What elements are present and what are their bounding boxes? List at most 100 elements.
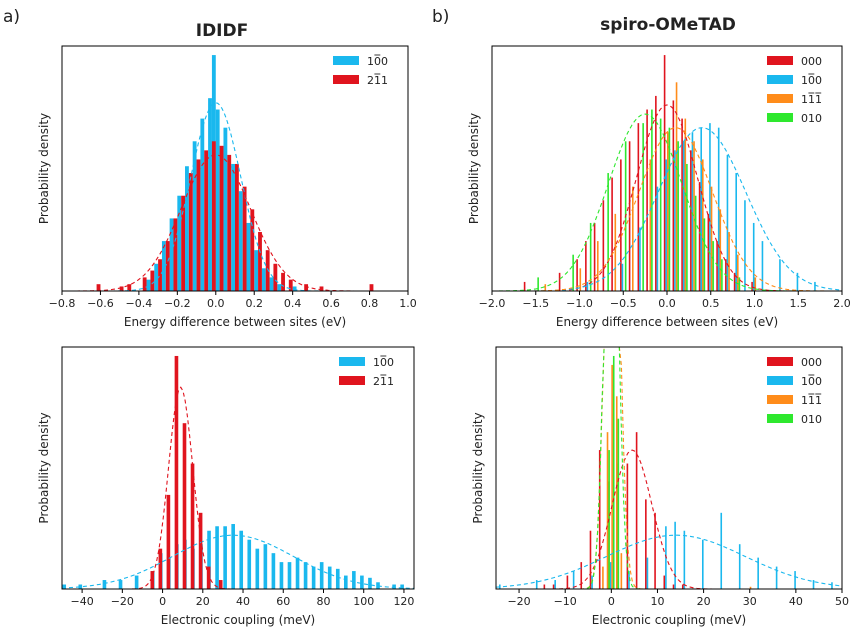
bar-tr-111-8 (684, 118, 687, 291)
x-tick-label-tr-6: 1.0 (746, 297, 764, 310)
bar-tr-010-11 (694, 195, 697, 291)
bar-bl-100-28 (335, 568, 340, 589)
bar-bl-100-2 (102, 580, 107, 589)
bar-bl-100-15 (231, 524, 235, 589)
bar-bl-100-20 (271, 553, 276, 589)
bar-tr-000-5 (602, 200, 605, 291)
x-tick-label-tl-4: 0.0 (207, 297, 225, 310)
bar-tl-211-19 (265, 250, 270, 291)
bar-tl-100-6 (192, 141, 197, 291)
bar-tr-000-3 (585, 241, 587, 291)
bar-tl-211-11 (204, 150, 209, 291)
legend-swatch-tr-000 (767, 56, 793, 65)
legend-label-br-000: 000 (801, 356, 822, 369)
axes-frame-tl (61, 45, 409, 292)
bar-bl-100-12 (207, 530, 211, 589)
bar-bl-100-16 (239, 530, 244, 589)
fit-curve-br-100 (495, 534, 843, 588)
x-tick-label-tr-4: 0.0 (658, 297, 676, 310)
legend-label-bl-100: 100 (373, 356, 394, 369)
bar-tr-000-7 (620, 159, 622, 291)
bar-tr-100-12 (735, 173, 737, 291)
x-axis-label-bl: Electronic coupling (meV) (161, 613, 315, 627)
bar-tl-211-16 (242, 186, 247, 291)
bar-bl-100-26 (319, 562, 324, 589)
x-tick-label-bl-5: 60 (276, 595, 290, 608)
bar-tl-211-17 (250, 209, 255, 291)
bar-br-100-9 (674, 521, 676, 589)
bar-tr-000-9 (637, 123, 640, 291)
legend-swatch-tr-010 (767, 113, 793, 122)
bar-bl-100-22 (287, 562, 292, 589)
bar-tl-100-0 (146, 279, 151, 291)
bar-bl-211-2 (166, 494, 171, 589)
legend-label-br-010: 010 (801, 413, 822, 426)
y-axis-label-bl: Probability density (37, 412, 51, 523)
bar-tl-100-1 (154, 263, 159, 291)
bar-tl-211-15 (235, 163, 239, 291)
bar-tr-111-4 (632, 186, 634, 291)
bar-tr-010-1 (572, 254, 574, 291)
legend-label-tr-000: 000 (801, 55, 822, 68)
bar-bl-100-30 (352, 571, 356, 589)
bar-tr-010-8 (668, 127, 671, 291)
bar-bl-211-0 (150, 571, 155, 589)
bar-tr-010-0 (537, 277, 539, 291)
bar-br-100-12 (720, 512, 723, 589)
bar-br-111-0 (602, 566, 604, 589)
legend-label-tl-211: 211 (367, 74, 388, 87)
x-tick-label-tl-9: 1.0 (399, 297, 417, 310)
bar-bl-211-4 (182, 423, 187, 589)
x-tick-label-bl-1: −20 (111, 595, 134, 608)
bar-tr-010-15 (738, 277, 741, 291)
bar-tr-100-13 (744, 200, 746, 291)
bar-br-000-1 (552, 584, 555, 589)
bar-tr-010-7 (659, 118, 662, 291)
bar-tr-100-11 (726, 154, 729, 291)
x-axis-label-tl: Energy difference between sites (eV) (124, 315, 346, 329)
x-tick-label-tl-0: −0.8 (49, 297, 76, 310)
bar-tl-100-19 (292, 286, 297, 291)
bar-tr-111-9 (693, 141, 695, 291)
fit-curve-bl-100 (61, 534, 415, 589)
bar-tl-100-16 (261, 268, 266, 291)
bar-tl-211-24 (319, 286, 324, 291)
bar-tl-211-3 (142, 277, 147, 291)
bar-bl-100-25 (311, 566, 316, 589)
bar-br-100-18 (831, 582, 833, 589)
bar-br-000-2 (566, 575, 569, 589)
x-tick-label-tl-2: −0.4 (126, 297, 153, 310)
fit-curve-bl-211 (62, 386, 414, 590)
bar-bl-100-31 (360, 575, 364, 589)
bar-bl-211-3 (174, 355, 179, 589)
bar-tr-000-17 (707, 213, 710, 291)
bar-tr-111-2 (597, 241, 599, 291)
bar-br-100-15 (775, 566, 778, 589)
bar-tr-000-4 (593, 222, 596, 291)
bar-tr-111-1 (579, 268, 582, 291)
bar-tl-211-4 (150, 270, 155, 291)
bar-tr-100-0 (586, 281, 589, 291)
x-tick-label-br-3: 10 (650, 595, 664, 608)
bar-tr-111-13 (728, 232, 730, 291)
bar-tl-211-7 (173, 218, 178, 291)
bar-bl-100-19 (263, 544, 268, 589)
legend-swatch-tl-211 (333, 75, 359, 84)
bar-bl-211-8 (218, 580, 223, 589)
bar-tr-100-5 (674, 150, 676, 291)
bar-tl-100-18 (277, 284, 282, 291)
bar-br-100-6 (628, 571, 630, 589)
bar-tr-010-5 (642, 123, 644, 291)
x-tick-label-bl-7: 100 (353, 595, 374, 608)
bar-tr-010-13 (712, 241, 714, 291)
bar-tl-211-6 (165, 241, 170, 291)
chart-top-left: −0.8 −0.6 −0.4 −0.2 0.0 0.2 0.4 0.6 0.8 1.0 Energy… (37, 45, 417, 329)
bar-br-000-4 (589, 530, 592, 589)
bar-br-100-11 (702, 539, 704, 589)
bar-bl-211-6 (198, 512, 203, 589)
bar-tl-100-11 (223, 127, 228, 291)
bar-tr-111-7 (675, 82, 678, 291)
bar-tr-100-6 (682, 141, 685, 291)
bar-br-000-13 (672, 584, 675, 589)
bar-br-111-4 (620, 553, 623, 589)
